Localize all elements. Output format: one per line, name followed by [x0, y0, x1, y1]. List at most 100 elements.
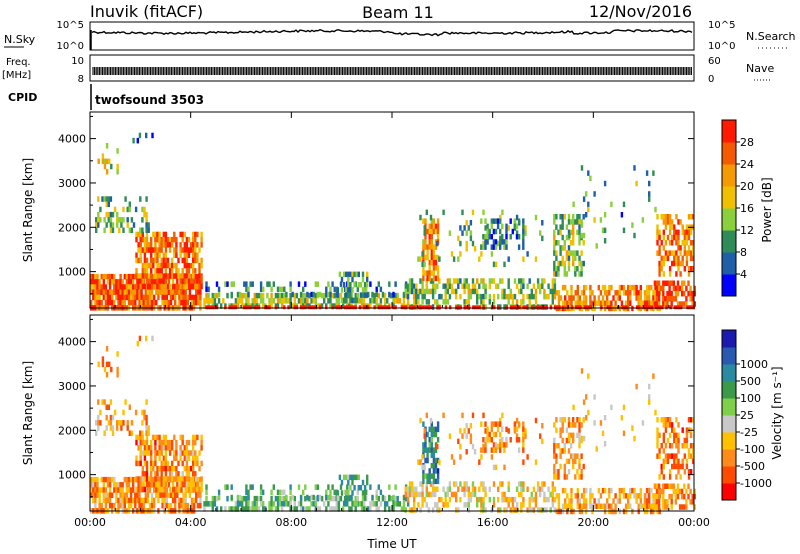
velocity-cell	[98, 487, 101, 493]
velocity-ylabel: Slant Range [km]	[21, 361, 35, 465]
power-cell	[620, 300, 624, 306]
power-cell	[377, 305, 380, 310]
velocity-cell	[121, 487, 124, 493]
velocity-cell	[155, 487, 158, 493]
power-cell	[164, 278, 168, 284]
velocity-cell	[333, 489, 336, 496]
power-cell	[425, 283, 428, 289]
power-cell	[183, 273, 186, 279]
velocity-cell	[530, 491, 533, 498]
power-cell	[578, 255, 581, 262]
power-cell	[666, 301, 669, 307]
colorbar-tick-label: 500	[740, 375, 761, 388]
power-cell	[677, 219, 680, 225]
velocity-cell	[175, 486, 178, 493]
velocity-cell	[145, 420, 148, 426]
power-cell	[148, 299, 152, 306]
power-cell	[589, 295, 592, 301]
power-cell	[480, 304, 483, 310]
power-cell	[428, 275, 431, 282]
power-cell	[557, 240, 560, 246]
power-cell	[356, 292, 359, 299]
power-cell	[123, 273, 126, 280]
power-cell	[262, 298, 265, 304]
velocity-cell	[526, 486, 529, 492]
power-cell	[132, 299, 135, 306]
velocity-cell	[436, 426, 440, 433]
velocity-cell	[501, 481, 504, 487]
power-cell	[369, 303, 372, 309]
velocity-cell	[96, 492, 99, 498]
power-cell	[662, 255, 665, 262]
power-cell	[565, 224, 569, 230]
velocity-cell	[567, 432, 571, 439]
power-cell	[635, 305, 639, 310]
power-cell	[428, 305, 431, 310]
power-cell	[163, 284, 166, 290]
velocity-cell	[585, 394, 588, 400]
velocity-cell	[658, 453, 661, 459]
power-cell	[276, 303, 280, 309]
power-cell	[146, 299, 150, 306]
power-cell	[314, 305, 317, 310]
velocity-cell	[253, 495, 256, 502]
power-cell	[480, 251, 483, 257]
velocity-cell	[160, 439, 163, 446]
velocity-cell	[499, 507, 502, 513]
power-cell	[168, 273, 172, 279]
power-cell	[541, 220, 544, 226]
power-cell	[118, 227, 121, 233]
power-cell	[375, 298, 378, 304]
velocity-cell	[106, 492, 110, 498]
power-cell	[407, 298, 410, 304]
velocity-cell	[692, 417, 695, 423]
power-cell	[606, 290, 609, 296]
velocity-cell	[465, 486, 468, 492]
velocity-cell	[427, 507, 431, 513]
power-cell	[168, 247, 172, 253]
power-cell	[457, 235, 460, 242]
velocity-cell	[331, 495, 334, 502]
velocity-cell	[192, 497, 196, 504]
velocity-cell	[561, 503, 565, 509]
power-cell	[563, 260, 566, 267]
power-cell	[482, 278, 485, 284]
velocity-cell	[351, 479, 354, 486]
power-cell	[179, 278, 182, 284]
velocity-cell	[469, 496, 473, 503]
velocity-cell	[192, 476, 195, 482]
velocity-cell	[349, 474, 352, 481]
power-cell	[660, 240, 663, 246]
velocity-cell	[101, 399, 104, 405]
velocity-cell	[413, 491, 416, 498]
velocity-cell	[687, 453, 691, 459]
velocity-cell	[422, 442, 425, 448]
power-cell	[419, 256, 422, 262]
power-cell	[104, 289, 108, 295]
velocity-cell	[658, 448, 661, 454]
power-cell	[359, 282, 363, 288]
y-tick-label: 2000	[58, 221, 86, 234]
power-cell	[513, 218, 517, 224]
power-cell	[568, 295, 571, 301]
velocity-cell	[559, 453, 562, 459]
velocity-cell	[270, 501, 273, 507]
velocity-cell	[102, 487, 105, 493]
velocity-cell	[425, 412, 428, 419]
power-cell	[624, 290, 628, 296]
nsky-top-tick: 10^5	[57, 20, 84, 31]
velocity-cell	[127, 497, 131, 504]
velocity-cell	[677, 422, 680, 428]
velocity-cell	[555, 417, 558, 423]
power-cell	[561, 214, 564, 220]
velocity-cell	[423, 433, 426, 439]
velocity-cell	[143, 445, 147, 451]
power-cell	[187, 262, 191, 269]
power-cell	[105, 222, 108, 228]
velocity-cell	[436, 502, 439, 508]
power-cell	[478, 305, 481, 310]
power-cell	[656, 224, 659, 230]
power-cell	[689, 290, 692, 297]
velocity-cell	[668, 417, 672, 423]
velocity-cell	[597, 498, 600, 504]
